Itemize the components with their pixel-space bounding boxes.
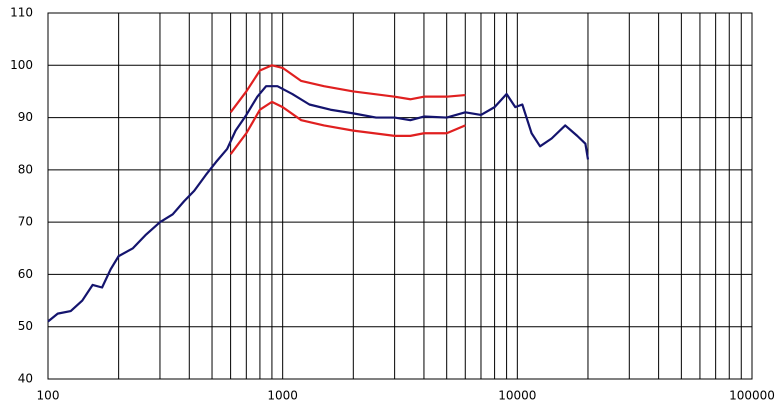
x-tick-label: 10000 [498, 389, 536, 403]
y-tick-label: 110 [10, 6, 33, 20]
y-tick-label: 50 [18, 319, 33, 333]
y-tick-label: 100 [10, 58, 33, 72]
x-tick-label: 100000 [729, 389, 775, 403]
x-tick-label: 100 [37, 389, 60, 403]
y-tick-label: 60 [18, 267, 33, 281]
plot-area [47, 12, 753, 380]
y-tick-label: 40 [18, 372, 33, 386]
response-line [229, 64, 466, 114]
response-line [229, 100, 466, 155]
y-tick-label: 70 [18, 215, 33, 229]
y-tick-label: 90 [18, 110, 33, 124]
x-tick-label: 1000 [267, 389, 298, 403]
y-tick-label: 80 [18, 162, 33, 176]
response-line [47, 85, 590, 323]
